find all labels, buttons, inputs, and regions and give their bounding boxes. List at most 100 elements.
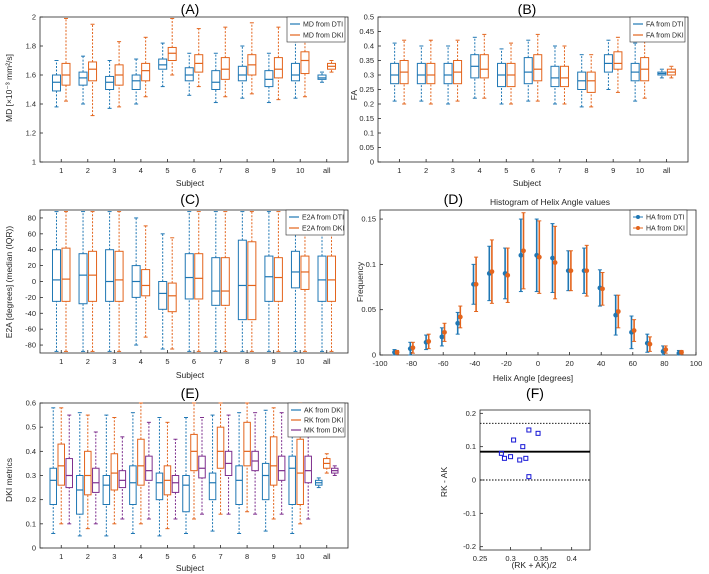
x-tick-label: 3 [112, 357, 116, 366]
y-tick-label: 0.15 [359, 114, 374, 123]
box [76, 475, 84, 515]
y-tick-label: 1.8 [26, 42, 36, 51]
box [317, 74, 327, 80]
box [479, 54, 489, 79]
x-tick-label: 3 [112, 552, 116, 561]
y-tick-label: 0.1 [26, 519, 36, 528]
x-tick-label: 10 [296, 357, 304, 366]
x-tick-label: 6 [192, 357, 196, 366]
y-tick-label: 0 [372, 351, 376, 360]
scatter-point [520, 444, 526, 450]
panel-a-marks: 1 1.2 1.4 1.6 1.8 2 1 2 3 4 5 6 7 8 9 10 all [26, 13, 349, 175]
x-tick-label: 8 [245, 357, 249, 366]
legend-box [286, 16, 346, 43]
box [277, 455, 286, 481]
panel-b-marks: 0 0.05 0.1 0.15 0.2 0.25 0.3 0.35 0.4 0.45 0.5 1 2 3 4… [359, 13, 689, 175]
x-tick-label: 8 [245, 552, 249, 561]
box [137, 438, 145, 486]
box [613, 51, 623, 70]
box [155, 472, 164, 501]
y-tick-label: 0.05 [361, 305, 376, 314]
data-point [473, 281, 479, 287]
box [65, 458, 73, 489]
y-tick-label: 0.1 [366, 260, 376, 269]
x-tick-label: 7 [218, 166, 222, 175]
legend-entry: MD from DKI [303, 33, 344, 40]
scatter-point [501, 455, 507, 461]
box [184, 253, 194, 300]
x-tick-label: 5 [165, 357, 169, 366]
data-point [613, 312, 619, 318]
x-tick-label: 4 [139, 357, 143, 366]
box [158, 58, 168, 70]
box [102, 475, 111, 505]
x-tick-label: 1 [59, 357, 63, 366]
box [426, 62, 436, 85]
x-tick-label: 9 [611, 166, 615, 175]
scatter-point [508, 454, 514, 460]
panel-c-ylabel: E2A [degrees] (median (IQR)) [4, 226, 14, 339]
box [84, 450, 92, 496]
y-tick-label: 60 [28, 229, 36, 238]
box [220, 57, 230, 80]
data-point [552, 260, 558, 265]
data-point [410, 345, 416, 351]
x-tick-label: 5 [504, 166, 508, 175]
legend-box [629, 209, 688, 236]
y-tick-label: 0.4 [26, 447, 36, 456]
box [198, 455, 206, 479]
x-tick-label: 9 [272, 552, 276, 561]
x-tick-label: -60 [438, 359, 449, 368]
panel-b-label: (B) [518, 1, 537, 17]
legend-entry: FA from DTI [646, 22, 683, 29]
panel-d-xlabel: Helix Angle [degrees] [493, 373, 573, 383]
legend-entry: MD from DTI [303, 22, 343, 29]
scatter-point [523, 455, 529, 461]
x-tick-label: all [323, 166, 331, 175]
legend-entry: HA from DKI [646, 226, 685, 233]
x-tick-label: 10 [296, 552, 304, 561]
data-point [457, 314, 463, 320]
box [290, 250, 300, 289]
y-tick-label: 0.3 [26, 471, 36, 480]
y-tick-label: 0.6 [26, 399, 36, 408]
panel-f-xlabel: (RK + AK)/2 [511, 560, 556, 570]
box [304, 455, 312, 484]
panel-a-xlabel: Subject [176, 178, 205, 188]
box [327, 255, 337, 302]
x-tick-label: 4 [139, 552, 143, 561]
box [167, 46, 177, 62]
y-tick-label: 0.25 [359, 85, 374, 94]
box [49, 467, 57, 505]
x-tick-label: 10 [296, 166, 304, 175]
box [390, 62, 400, 85]
legend-marker-blue [636, 215, 640, 219]
x-tick-label: 5 [165, 552, 169, 561]
panel-d-legend: HA from DTI HA from DKI [629, 209, 688, 236]
data-point [679, 349, 684, 355]
data-point [663, 347, 669, 352]
panel-e-ylabel: DKI metrics [4, 458, 14, 502]
box [141, 62, 151, 82]
x-tick-label: 2 [86, 552, 90, 561]
box [288, 455, 296, 505]
x-tick-label: 5 [165, 166, 169, 175]
x-tick-label: 0.35 [534, 554, 549, 563]
panel-f: (F) RK - AK (RK + AK)/2 -0.2 -0.1 0 0.1 0.2 0… [439, 385, 591, 570]
panel-d: (D) Histogram of Helix Angle values Freq… [355, 191, 702, 383]
box [586, 71, 596, 93]
box [118, 470, 127, 489]
data-point [426, 339, 432, 344]
y-tick-label: 1.6 [26, 71, 36, 80]
data-point [631, 328, 637, 333]
box [416, 62, 426, 85]
box [264, 70, 274, 88]
box [57, 443, 65, 486]
x-tick-label: 7 [218, 357, 222, 366]
x-tick-label: 6 [192, 166, 196, 175]
y-tick-label: -60 [25, 325, 36, 334]
box [237, 239, 247, 321]
x-tick-label: 20 [565, 359, 573, 368]
box [211, 257, 221, 306]
